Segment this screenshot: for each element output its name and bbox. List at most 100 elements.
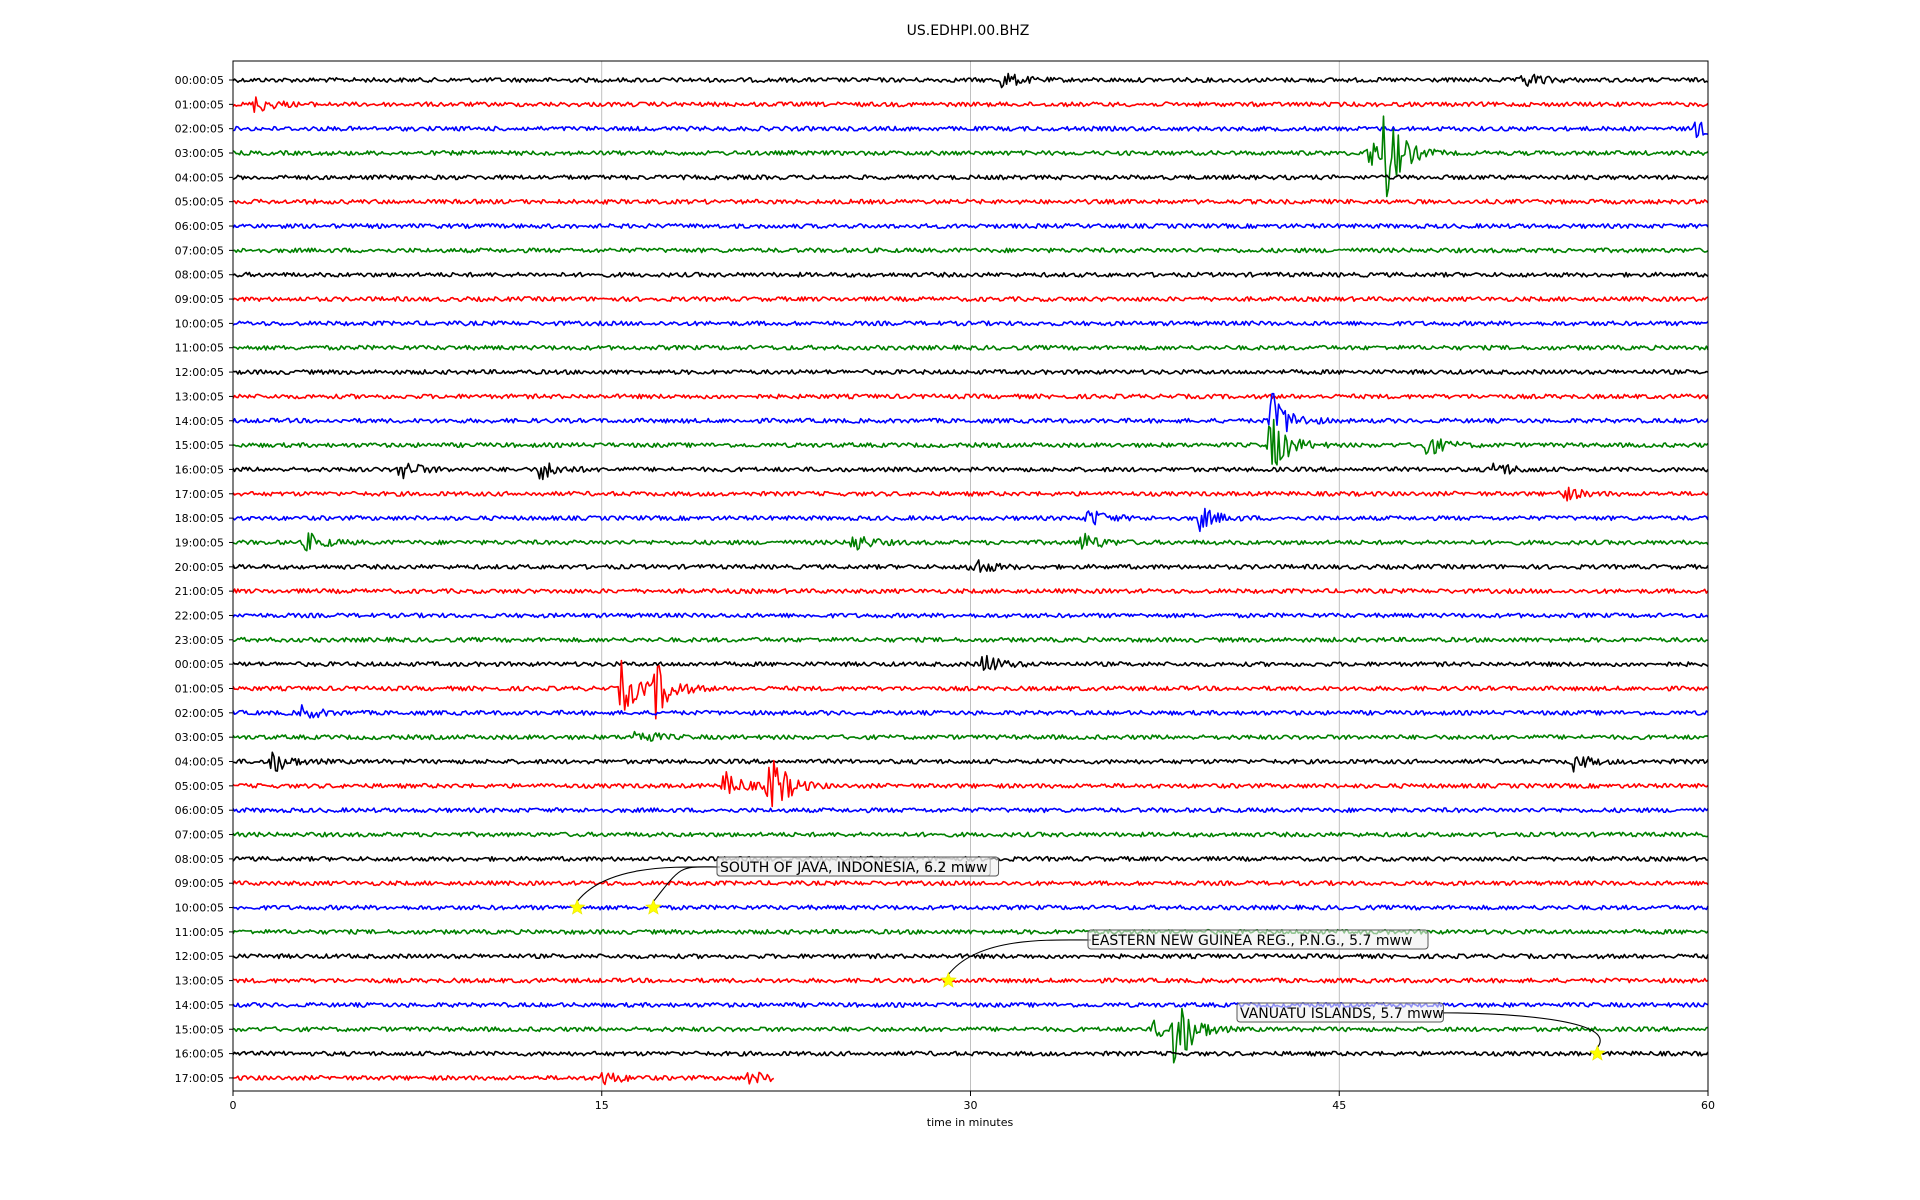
row-label: 12:00:05 (175, 950, 224, 963)
plot-frame (232, 60, 1709, 1092)
trace-row (232, 198, 1709, 205)
row-time-labels: 00:00:05 01:00:05 02:00:05 03:00:05 04:00:05… (175, 74, 233, 1085)
trace-row (232, 928, 1709, 935)
trace-row (232, 1050, 1709, 1057)
row-label: 09:00:05 (175, 877, 224, 890)
row-label: 04:00:05 (175, 756, 224, 769)
event-star-marker (645, 898, 662, 915)
row-label: 17:00:05 (175, 488, 224, 501)
x-axis-label: time in minutes (927, 1116, 1014, 1129)
row-label: 10:00:05 (175, 902, 224, 915)
event-annotations: SOUTH OF JAVA, INDONESIA, 5.7 mbSOUTH OF… (568, 856, 1606, 1061)
trace-row (232, 880, 1709, 887)
event-label-box (1236, 1002, 1444, 1023)
trace-row (232, 1001, 1709, 1008)
row-label: 11:00:05 (175, 926, 224, 939)
row-label: 04:00:05 (175, 171, 224, 184)
row-label: 03:00:05 (175, 731, 224, 744)
x-axis-ticks: 0 15 30 45 60 (230, 1091, 1715, 1112)
trace-row (232, 751, 1709, 773)
row-label: 14:00:05 (175, 415, 224, 428)
trace-row (232, 532, 1709, 552)
row-label: 18:00:05 (175, 512, 224, 525)
event-label-box (716, 856, 1000, 877)
event-label: VANUATU ISLANDS, 5.7 mww (1240, 1006, 1444, 1022)
row-label: 08:00:05 (175, 853, 224, 866)
trace-row (232, 507, 1709, 533)
row-label: 11:00:05 (175, 342, 224, 355)
row-label: 19:00:05 (175, 536, 224, 549)
trace-row (232, 247, 1709, 254)
event-annotation: SOUTH OF JAVA, INDONESIA, 6.2 mww (645, 856, 1000, 915)
row-label: 02:00:05 (175, 707, 224, 720)
row-label: 07:00:05 (175, 829, 224, 842)
trace-row (232, 612, 1709, 619)
trace-row (232, 121, 1709, 139)
x-tick-label: 15 (595, 1099, 609, 1112)
trace-row (232, 636, 1709, 643)
row-label: 14:00:05 (175, 999, 224, 1012)
trace-row (232, 730, 1709, 742)
trace-row (232, 418, 1709, 466)
x-tick-label: 30 (964, 1099, 978, 1112)
row-label: 13:00:05 (175, 975, 224, 988)
trace-row (232, 654, 1709, 671)
event-connector (652, 866, 721, 902)
trace-row (232, 320, 1709, 327)
trace-row (232, 486, 1709, 502)
trace-row (232, 831, 1709, 838)
row-label: 21:00:05 (175, 585, 224, 598)
trace-row (232, 223, 1709, 229)
trace-row (232, 96, 1709, 113)
trace-row (232, 72, 1709, 89)
trace-row (232, 271, 1709, 278)
row-label: 22:00:05 (175, 609, 224, 622)
grid-lines (601, 61, 1340, 1091)
row-label: 06:00:05 (175, 804, 224, 817)
row-label: 00:00:05 (175, 74, 224, 87)
row-label: 00:00:05 (175, 658, 224, 671)
trace-row (232, 296, 1709, 303)
trace-row (232, 977, 1709, 984)
row-label: 16:00:05 (175, 1048, 224, 1061)
row-label: 02:00:05 (175, 123, 224, 136)
event-label-box (1087, 929, 1429, 950)
trace-row (232, 759, 1709, 808)
row-label: 16:00:05 (175, 463, 224, 476)
x-tick-label: 0 (230, 1099, 237, 1112)
trace-row (232, 1007, 1709, 1064)
event-label: EASTERN NEW GUINEA REG., P.N.G., 5.7 mww (1091, 933, 1412, 949)
trace-row (232, 559, 1709, 573)
trace-row (232, 704, 1709, 719)
trace-row (232, 115, 1709, 198)
event-annotation: EASTERN NEW GUINEA REG., P.N.G., 5.7 mww (940, 929, 1429, 988)
x-tick-label: 45 (1332, 1099, 1346, 1112)
row-label: 23:00:05 (175, 634, 224, 647)
event-label: SOUTH OF JAVA, INDONESIA, 6.2 mww (720, 860, 987, 876)
row-label: 13:00:05 (175, 390, 224, 403)
row-label: 15:00:05 (175, 1023, 224, 1036)
seismic-traces (232, 72, 1709, 1086)
row-label: 10:00:05 (175, 317, 224, 330)
event-connector (947, 939, 1092, 975)
row-label: 07:00:05 (175, 244, 224, 257)
trace-row (232, 807, 1709, 814)
event-star-marker (1589, 1044, 1606, 1061)
trace-row (232, 392, 1709, 433)
event-annotation: VANUATU ISLANDS, 5.7 mww (1236, 1002, 1606, 1061)
row-label: 05:00:05 (175, 780, 224, 793)
event-star-marker (568, 898, 586, 915)
trace-row (232, 588, 1709, 595)
x-tick-label: 60 (1701, 1099, 1715, 1112)
row-label: 06:00:05 (175, 220, 224, 233)
event-star-marker (940, 971, 957, 988)
row-label: 15:00:05 (175, 439, 224, 452)
trace-row (232, 344, 1709, 351)
trace-row (232, 462, 1709, 481)
trace-row (232, 904, 1709, 911)
row-label: 20:00:05 (175, 561, 224, 574)
chart-title: US.EDHPI.00.BHZ (907, 23, 1030, 39)
trace-row (232, 174, 1709, 181)
